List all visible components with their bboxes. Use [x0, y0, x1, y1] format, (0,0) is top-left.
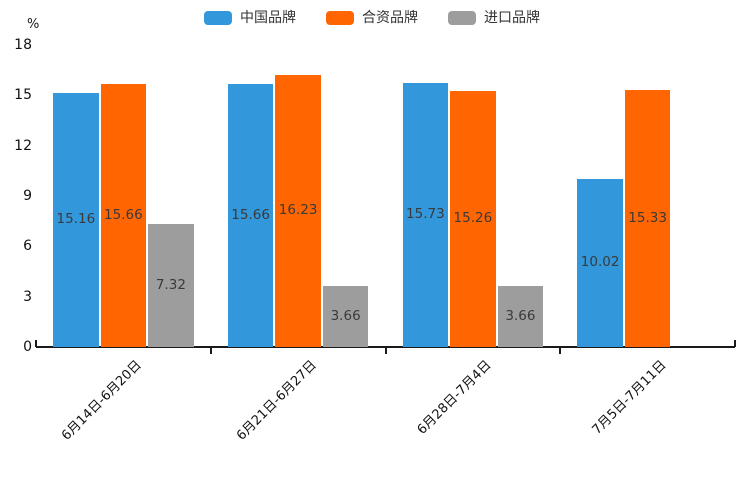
bar-value-label: 16.23 — [278, 202, 318, 219]
legend-item-label: 进口品牌 — [484, 10, 540, 26]
bar-value-label: 15.66 — [231, 206, 270, 223]
y-axis-unit-label: % — [27, 17, 40, 32]
y-axis-tick-label: 9 — [23, 188, 32, 204]
bar-value-label: 15.66 — [104, 206, 143, 223]
bar-value-label: 15.16 — [56, 211, 96, 228]
y-axis-tick-label: 15 — [14, 87, 32, 104]
x-axis-tick-mark — [209, 348, 212, 354]
bar-value-label: 3.66 — [330, 307, 361, 324]
legend-swatch-icon — [204, 11, 232, 25]
bar-value-label: 15.73 — [406, 206, 445, 223]
bar-中国品牌-4: 10.02 — [577, 178, 623, 347]
legend-swatch-icon — [448, 11, 476, 25]
bar-value-label: 3.66 — [505, 307, 536, 324]
legend-item-2[interactable]: 合资品牌 — [326, 11, 418, 25]
bar-value-label: 7.32 — [155, 276, 186, 293]
y-axis-tick-label: 0 — [23, 339, 32, 355]
bar-合资品牌-4: 15.33 — [624, 89, 671, 347]
bar-进口品牌-1: 7.32 — [148, 224, 194, 347]
x-axis-tick-mark — [559, 348, 562, 354]
bar-合资品牌-2: 16.23 — [275, 74, 321, 347]
bar-合资品牌-1: 15.66 — [100, 84, 147, 347]
x-axis-category-label: 7月5日-7月11日 — [589, 357, 670, 438]
y-axis-tick-label: 6 — [23, 238, 32, 255]
legend-item-label: 中国品牌 — [240, 10, 296, 26]
legend-swatch-icon — [326, 11, 354, 25]
x-axis-tick-mark — [384, 348, 387, 354]
x-axis-tick-mark — [35, 340, 37, 347]
legend-item-label: 合资品牌 — [362, 10, 418, 26]
bar-中国品牌-1: 15.16 — [53, 92, 99, 347]
legend-item-3[interactable]: 进口品牌 — [448, 11, 540, 25]
y-axis-tick-label: 3 — [23, 288, 32, 305]
x-axis-category-label: 6月14日-6月20日 — [59, 357, 145, 444]
x-axis-category-label: 6月21日-6月27日 — [233, 357, 320, 444]
bar-value-label: 10.02 — [580, 254, 620, 271]
x-axis-tick-mark — [734, 340, 736, 347]
y-axis-tick-label: 12 — [14, 137, 32, 154]
bar-value-label: 15.33 — [628, 209, 667, 226]
x-axis-line — [36, 346, 735, 348]
bar-进口品牌-2: 3.66 — [322, 285, 369, 347]
legend-item-1[interactable]: 中国品牌 — [204, 11, 296, 25]
bar-value-label: 15.26 — [453, 210, 493, 227]
x-axis-category-label: 6月28日-7月4日 — [414, 357, 495, 438]
legend: 中国品牌 合资品牌 进口品牌 — [0, 11, 744, 25]
bar-中国品牌-3: 15.73 — [402, 83, 449, 347]
y-axis-tick-label: 18 — [14, 37, 32, 53]
bar-中国品牌-2: 15.66 — [227, 84, 274, 347]
bar-进口品牌-3: 3.66 — [497, 285, 544, 347]
bar-合资品牌-3: 15.26 — [450, 90, 496, 347]
